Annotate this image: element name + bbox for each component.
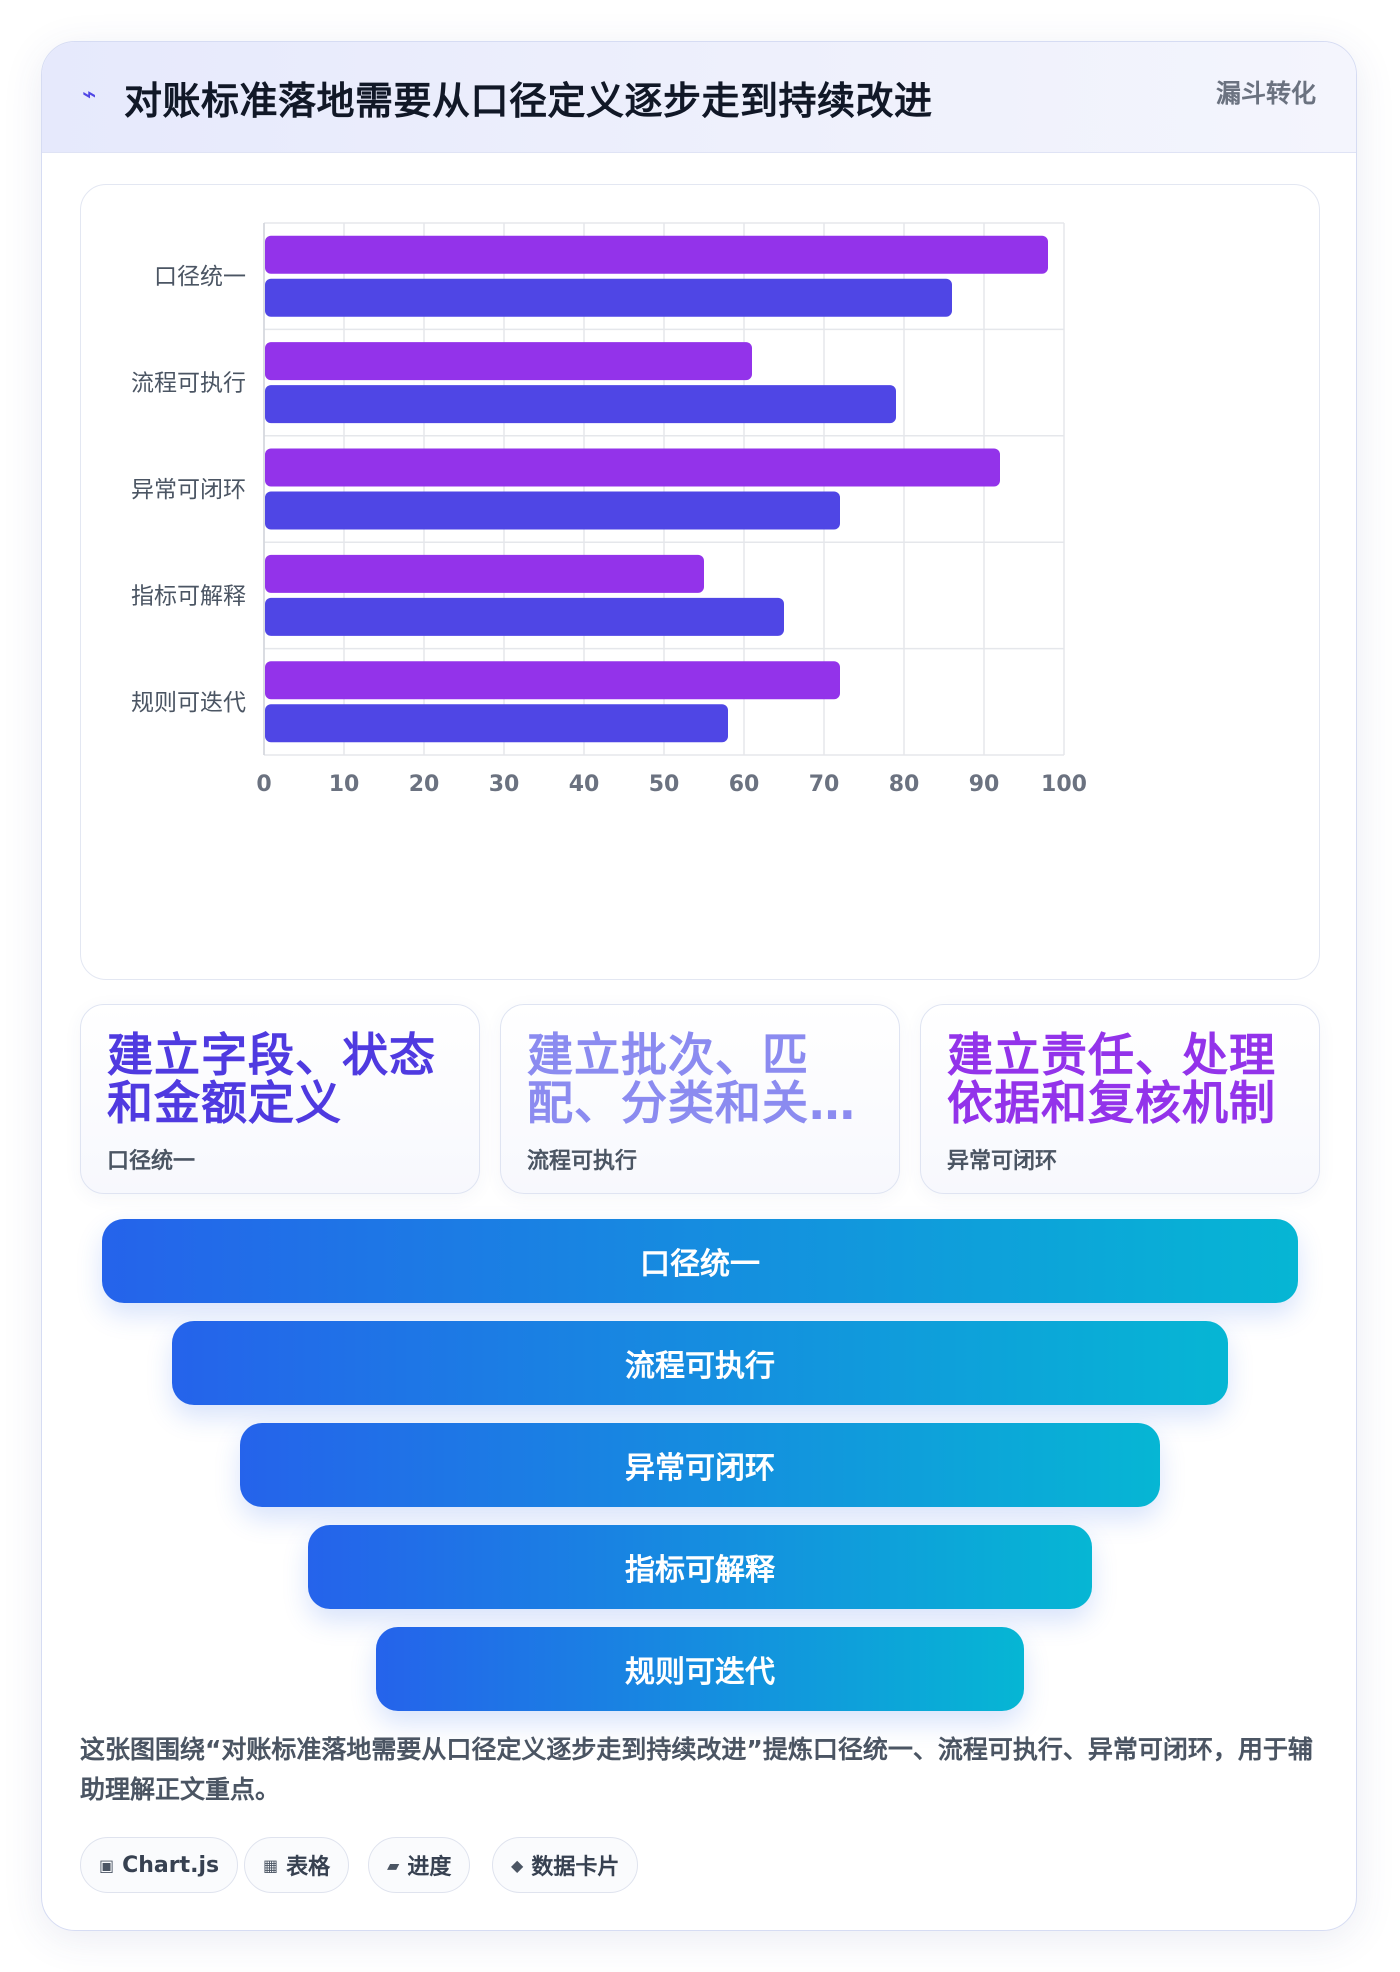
kpi-value: 建立字段、状态和金额定义 [107,1031,436,1127]
chip-chartjs[interactable]: ▣ Chart.js [80,1837,239,1893]
x-tick-label: 40 [569,772,600,797]
x-tick-label: 50 [649,772,680,797]
bar-chart: 0 10 20 30 40 50 60 70 80 90 100 口径统一流程可执行异常可闭环指标可解… [131,222,1087,797]
x-tick-label: 80 [889,772,920,797]
kpi-value: 建立批次、匹配、分类和关联规则 [527,1031,856,1127]
funnel-step: 流程可执行 [172,1321,1228,1405]
chip-label: 数据卡片 [531,1855,620,1880]
x-tick-label: 60 [729,772,760,797]
x-tick-label: 30 [489,772,520,797]
x-tick-label: 10 [329,772,360,797]
funnel-step: 规则可迭代 [376,1627,1024,1711]
x-tick-label: 70 [809,772,840,797]
bar [265,235,1048,274]
chart-type-tag: 漏斗转化 [1215,79,1316,108]
bar [265,597,784,636]
y-tick-label: 指标可解释 [131,583,246,609]
chip-label: Chart.js [122,1852,220,1878]
x-tick-label: 20 [409,772,440,797]
funnel-step: 异常可闭环 [240,1423,1160,1507]
bolt-icon: ⌁ [82,80,97,108]
x-tick-label: 90 [969,772,1000,797]
chart-icon: ▣ [99,1855,115,1875]
page-title: 对账标准落地需要从口径定义逐步走到持续改进 [124,79,933,123]
bar [265,385,896,424]
kpi-row: 建立字段、状态和金额定义 口径统一 建立批次、匹配、分类和关联规则 流程可执行 … [80,1004,1320,1194]
diamond-icon: ◆ [511,1855,524,1875]
kpi-card: 建立责任、处理依据和复核机制 异常可闭环 [920,1004,1320,1194]
chip-label: 表格 [286,1855,331,1880]
bar [265,491,840,530]
chip-table[interactable]: ▦ 表格 [244,1837,350,1893]
card-header: ⌁ 对账标准落地需要从口径定义逐步走到持续改进 漏斗转化 [42,42,1356,153]
y-tick-label: 异常可闭环 [131,477,246,503]
chip-data-card[interactable]: ◆ 数据卡片 [492,1837,639,1893]
kpi-card: 建立批次、匹配、分类和关联规则 流程可执行 [500,1004,900,1194]
bar [265,704,728,743]
chip-progress[interactable]: ▰ 进度 [368,1837,471,1893]
bar [265,661,840,700]
y-tick-label: 规则可迭代 [131,690,246,716]
bar [265,342,752,381]
bar [265,554,704,593]
chart-panel: 0 10 20 30 40 50 60 70 80 90 100 口径统一流程可执行异常可闭环指标可解… [80,184,1320,980]
x-tick-label: 100 [1041,772,1087,797]
progress-icon: ▰ [387,1855,400,1875]
bar [265,278,952,317]
kpi-card: 建立字段、状态和金额定义 口径统一 [80,1004,480,1194]
kpi-label: 异常可闭环 [947,1149,1058,1174]
y-tick-label: 口径统一 [154,264,246,290]
funnel-step: 指标可解释 [308,1525,1092,1609]
description: 这张图围绕“对账标准落地需要从口径定义逐步走到持续改进”提炼口径统一、流程可执行… [80,1735,1313,1804]
chip-label: 进度 [407,1855,452,1880]
kpi-label: 流程可执行 [527,1149,638,1174]
x-tick-label: 0 [256,772,271,797]
main-card: ⌁ 对账标准落地需要从口径定义逐步走到持续改进 漏斗转化 0 10 20 30 40 50… [41,41,1357,1931]
kpi-value: 建立责任、处理依据和复核机制 [947,1031,1276,1127]
y-tick-label: 流程可执行 [131,371,246,397]
kpi-label: 口径统一 [107,1149,196,1174]
bar [265,448,1000,487]
table-icon: ▦ [263,1855,279,1875]
funnel-step: 口径统一 [102,1219,1298,1303]
